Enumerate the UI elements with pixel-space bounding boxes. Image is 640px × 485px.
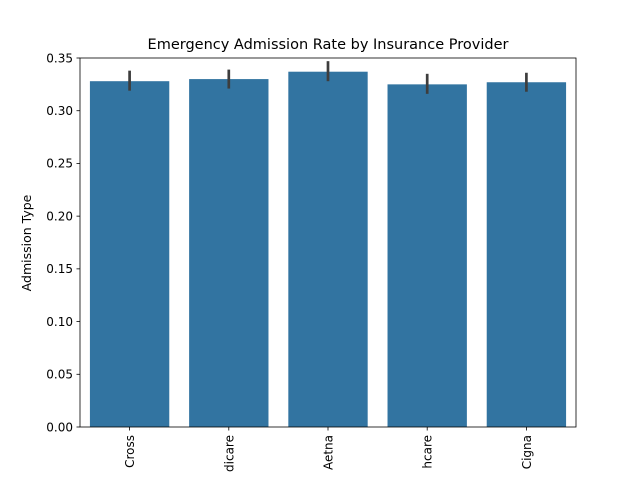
y-tick-label: 0.15: [46, 262, 73, 276]
y-axis-label: Admission Type: [19, 194, 34, 291]
x-tick-label: dicare: [222, 435, 236, 472]
y-tick-label: 0.35: [46, 51, 73, 65]
bar-cigna: [486, 82, 567, 428]
chart-title: Emergency Admission Rate by Insurance Pr…: [148, 37, 509, 53]
x-tick-label: Cigna: [520, 435, 534, 469]
bar-dicare: [189, 79, 269, 427]
bar-cross: [89, 81, 170, 428]
y-tick-label: 0.20: [46, 209, 73, 223]
bar-aetna: [288, 71, 368, 427]
y-tick-label: 0.10: [46, 315, 73, 329]
x-ticks-group: Cross dicare Aetna hcare Cigna: [123, 427, 534, 472]
y-tick-label: 0.30: [46, 104, 73, 118]
bar-hcare: [387, 84, 467, 427]
x-tick-label: Aetna: [322, 435, 336, 470]
x-tick-label: Cross: [123, 435, 137, 468]
x-tick-label: hcare: [421, 435, 435, 469]
y-tick-label: 0.25: [46, 157, 73, 171]
y-ticks-group: 0.00 0.05 0.10 0.15 0.20 0.25 0.30 0.35: [46, 51, 80, 434]
error-bars-group: [128, 61, 528, 94]
bars-group: [89, 71, 567, 428]
y-tick-label: 0.00: [46, 420, 73, 434]
y-tick-label: 0.05: [46, 368, 73, 382]
